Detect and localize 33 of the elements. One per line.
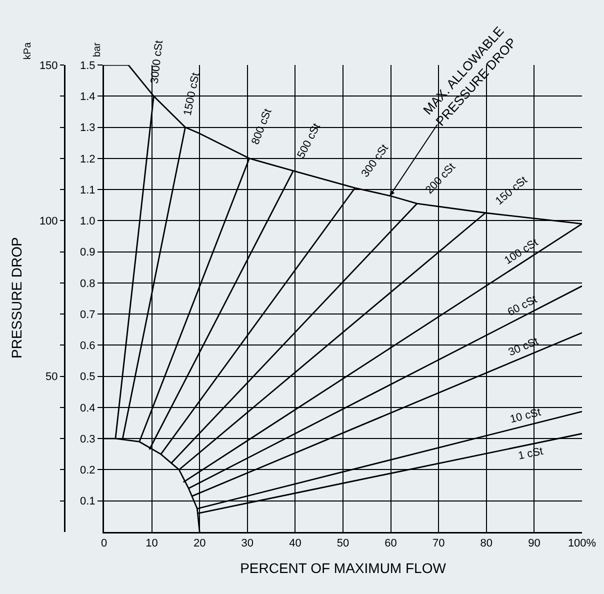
- x-tick-label: 80: [480, 538, 493, 550]
- x-tick-label: 30: [241, 538, 254, 550]
- x-axis-title: PERCENT OF MAXIMUM FLOW: [240, 560, 447, 576]
- x-tick-label: 20: [193, 538, 206, 550]
- x-tick-label: 0: [100, 538, 108, 550]
- x-tick-label: 70: [432, 538, 445, 550]
- y2-tick-label: 100: [39, 216, 58, 228]
- y-tick-label: 0.7: [80, 308, 96, 321]
- x-tick-label: 10: [146, 538, 158, 550]
- y-tick-label: 0.8: [80, 278, 96, 290]
- x-tick-label: 50: [336, 538, 350, 550]
- x-tick-label: 100%: [568, 538, 596, 550]
- y-tick-label: 1.1: [80, 184, 96, 196]
- y-tick-label: 0.5: [80, 371, 96, 384]
- x-tick-label: 60: [384, 538, 397, 550]
- text: PRESSURE DROP: [8, 237, 24, 358]
- x-tick-label: 40: [289, 538, 302, 550]
- x-tick-label: 90: [528, 538, 540, 550]
- y-tick-label: 1.3: [80, 122, 96, 134]
- y-tick-label: 0.2: [80, 464, 96, 477]
- y-tick-label: 1.2: [80, 153, 96, 166]
- y2-axis-title: kPa: [22, 42, 34, 60]
- y-tick-label: 0.1: [80, 496, 96, 508]
- y-tick-label: 1.4: [80, 90, 96, 103]
- y2-tick-label: 150: [39, 60, 58, 72]
- y-tick-label: 1.5: [80, 60, 96, 72]
- y-tick-label: 0.4: [80, 402, 96, 414]
- y-tick-label: 0.6: [80, 340, 96, 352]
- y-tick-label: 0.3: [80, 433, 96, 446]
- y-axis-title: bar: [92, 42, 103, 57]
- y2-tick-label: 50: [46, 371, 58, 384]
- y-tick-label: 0.9: [80, 246, 96, 259]
- y-tick-label: 1.0: [80, 216, 96, 228]
